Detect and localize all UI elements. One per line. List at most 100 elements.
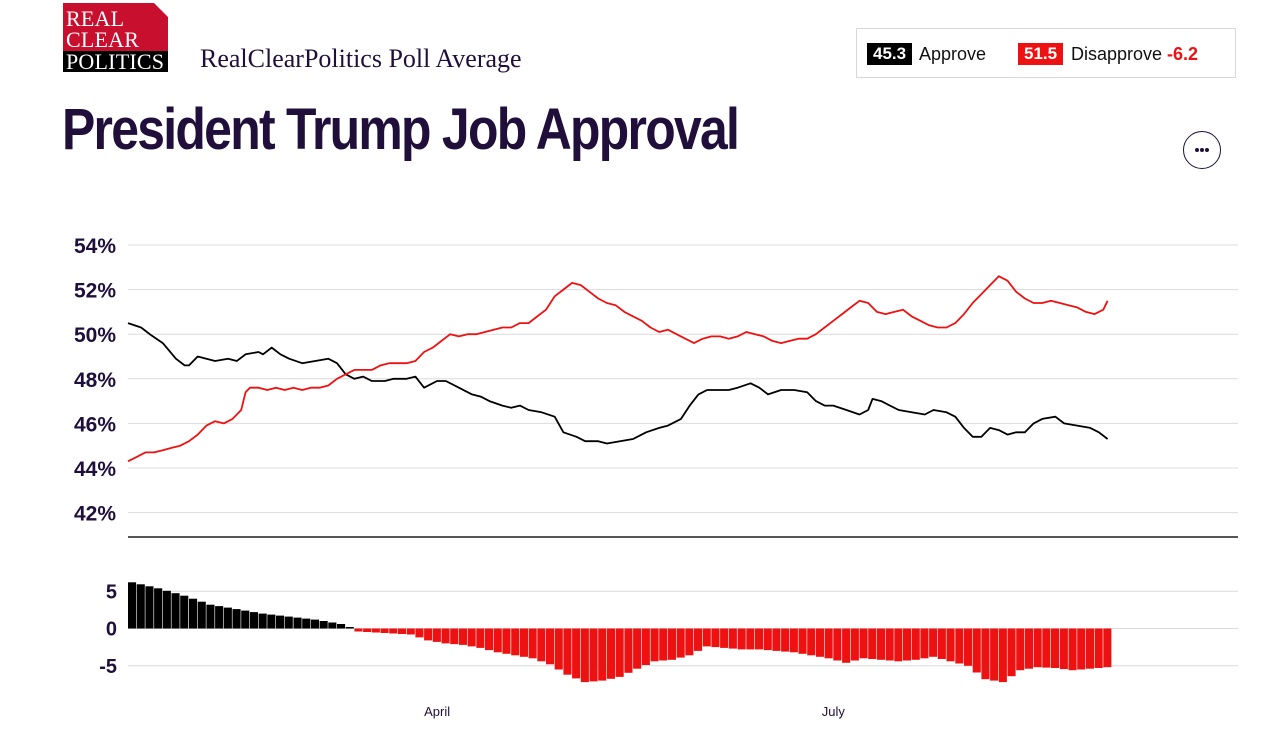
spread-bar bbox=[528, 628, 537, 659]
spread-bar bbox=[476, 628, 485, 648]
spread-bar bbox=[868, 628, 877, 659]
spread-bar bbox=[1077, 628, 1086, 670]
spread-bar bbox=[615, 628, 624, 677]
y-tick-label: 52% bbox=[74, 280, 116, 303]
spread-bar bbox=[232, 609, 241, 629]
x-tick-label: July bbox=[822, 704, 846, 719]
spread-bar bbox=[337, 624, 346, 629]
spread-bar bbox=[432, 628, 441, 642]
spread-bar bbox=[493, 628, 502, 653]
spread-bar bbox=[1103, 628, 1112, 668]
spread-bar bbox=[1042, 628, 1051, 668]
spread-bar bbox=[406, 628, 415, 635]
disapprove-label: Disapprove bbox=[1071, 44, 1163, 64]
spread-bar bbox=[397, 628, 406, 634]
logo-line-politics: POLITICS bbox=[63, 51, 168, 72]
spread-bar bbox=[380, 628, 389, 633]
spread-bar bbox=[798, 628, 807, 654]
logo-line-real: REAL bbox=[66, 6, 125, 31]
spread-bar bbox=[511, 628, 520, 656]
spread-bar bbox=[876, 628, 885, 660]
spread-bar bbox=[519, 628, 528, 657]
spread-bar bbox=[284, 616, 293, 629]
spread-bar bbox=[267, 614, 276, 629]
spread-bar bbox=[136, 584, 145, 629]
spread-bar bbox=[667, 628, 676, 660]
y-tick-label: 48% bbox=[74, 369, 116, 392]
spread-bar bbox=[990, 628, 999, 681]
approve-series-line bbox=[127, 322, 1109, 445]
y-tick-label: 46% bbox=[74, 413, 116, 436]
spread-bar bbox=[955, 628, 964, 664]
spread-bar bbox=[572, 628, 581, 679]
spread-bar bbox=[598, 628, 607, 681]
spread-bar bbox=[946, 628, 955, 662]
spread-bar bbox=[711, 628, 720, 648]
spread-bar bbox=[937, 628, 946, 659]
spread-bar bbox=[1024, 628, 1033, 669]
disapprove-series-line bbox=[127, 275, 1109, 463]
spread-bar bbox=[972, 628, 981, 673]
spread-bar bbox=[189, 598, 198, 629]
spread-bar bbox=[154, 588, 163, 629]
spread-bar bbox=[894, 628, 903, 662]
spread-bar bbox=[1068, 628, 1077, 671]
spread-bar bbox=[145, 586, 154, 629]
logo-line-clear: CLEAR bbox=[66, 27, 140, 52]
spread-bar bbox=[824, 628, 833, 659]
spread-bar bbox=[606, 628, 615, 679]
spread-bar bbox=[1085, 628, 1094, 669]
spread-bar bbox=[911, 628, 920, 660]
spread-bar bbox=[180, 595, 189, 629]
spread-bar bbox=[1094, 628, 1103, 668]
rcp-logo[interactable]: REAL CLEAR POLITICS bbox=[63, 3, 168, 72]
page-subtitle: RealClearPolitics Poll Average bbox=[200, 44, 522, 73]
spread-bar bbox=[223, 607, 232, 629]
spread-bar bbox=[659, 628, 668, 661]
spread-bar bbox=[702, 628, 711, 647]
more-options-button[interactable] bbox=[1183, 131, 1221, 169]
spread-bar bbox=[920, 628, 929, 659]
ellipsis-icon bbox=[1200, 148, 1204, 152]
spread-bar bbox=[128, 582, 137, 629]
spread-bar bbox=[929, 628, 938, 657]
ellipsis-icon bbox=[1205, 148, 1209, 152]
spread-bar bbox=[807, 628, 816, 656]
y-tick-label: 44% bbox=[74, 458, 116, 481]
poll-summary: 45.3 Approve 51.5 Disapprove -6.2 bbox=[856, 28, 1236, 78]
approve-value-badge: 45.3 bbox=[867, 43, 913, 65]
spread-bar bbox=[171, 593, 180, 629]
spread-bar bbox=[833, 628, 842, 661]
y-tick-label: 42% bbox=[74, 503, 116, 526]
spread-bar bbox=[763, 628, 772, 651]
spread-bar bbox=[998, 628, 1007, 683]
spread-bar bbox=[371, 628, 380, 633]
spread-bar bbox=[467, 628, 476, 647]
logo-fold bbox=[154, 3, 168, 17]
spread-bar bbox=[450, 628, 459, 645]
spread-bar bbox=[650, 628, 659, 662]
y-tick-label: -5 bbox=[99, 656, 117, 678]
spread-bar bbox=[293, 617, 302, 629]
spread-bar bbox=[1016, 628, 1025, 671]
spread-bar bbox=[755, 628, 764, 650]
spread-bar bbox=[981, 628, 990, 680]
disapprove-value-badge: 51.5 bbox=[1018, 43, 1064, 65]
spread-bar bbox=[728, 628, 737, 649]
spread-bar bbox=[546, 628, 555, 665]
spread-bar bbox=[415, 628, 424, 638]
spread-bar bbox=[485, 628, 494, 651]
spread-bar bbox=[676, 628, 685, 658]
spread-bar bbox=[964, 628, 973, 666]
spread-bar bbox=[502, 628, 511, 654]
spread-bar bbox=[1007, 628, 1016, 677]
spread-bar bbox=[458, 628, 467, 645]
spread-bar bbox=[885, 628, 894, 661]
spread-bar bbox=[537, 628, 546, 662]
spread-bar bbox=[589, 628, 598, 682]
spread-bar bbox=[363, 628, 372, 632]
page-title: President Trump Job Approval bbox=[62, 97, 740, 162]
spread-bar bbox=[1033, 628, 1042, 668]
y-tick-label: 5 bbox=[106, 581, 117, 603]
spread-bar bbox=[772, 628, 781, 651]
